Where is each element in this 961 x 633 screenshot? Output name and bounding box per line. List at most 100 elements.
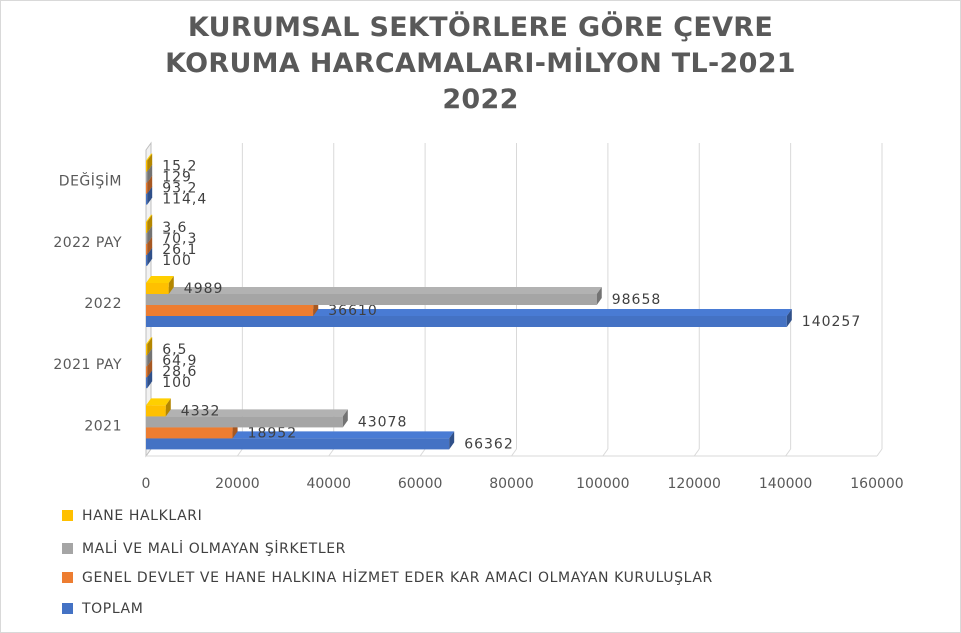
legend-item-genel-devlet: GENEL DEVLET VE HANE HALKINA HİZMET EDER…	[62, 570, 713, 586]
x-tick-label-80000: 80000	[489, 476, 534, 492]
bar-end-mali-ve-mali-olmayan-i-rketler-2021-pay	[147, 348, 153, 367]
legend-swatch-hane-halklari	[62, 510, 73, 521]
bar-top-mali-ve-mali-olmayan-i-rketler-2022	[146, 287, 602, 294]
bar-end-hane-halklari-de-i-i-m	[147, 153, 153, 172]
bar-end-toplam-2022-pay	[147, 247, 153, 266]
category-label-de-i-i-m: DEĞİŞİM	[59, 172, 122, 190]
gridline-floor-3	[419, 448, 426, 457]
data-label-genel-devlet-ve-hane-halkina-hi-zmet-eder-kar-amaci-olmayan-kurulu-lar-2021-pay: 28,6	[162, 364, 197, 380]
legend-label-hane-halklari: HANE HALKLARI	[82, 508, 203, 524]
bar-genel-devlet-ve-hane-halkina-hi-zmet-eder-kar-amaci-olmayan-kurulu-lar-2021-pay	[146, 366, 148, 378]
data-label-hane-halklari-de-i-i-m: 15,2	[162, 159, 197, 175]
bar-mali-ve-mali-olmayan-i-rketler-2021	[146, 416, 343, 428]
bar-end-toplam-de-i-i-m	[147, 186, 153, 205]
data-label-mali-ve-mali-olmayan-i-rketler-2021: 43078	[358, 414, 408, 430]
legend-swatch-toplam	[62, 603, 73, 614]
category-label-2022-pay: 2022 PAY	[53, 235, 122, 251]
legend-item-hane-halklari: HANE HALKLARI	[62, 508, 202, 524]
bar-toplam-2021-pay	[146, 377, 148, 389]
data-label-hane-halklari-2021-pay: 6,5	[162, 342, 187, 358]
legend-item-sirketler: MALİ VE MALİ OLMAYAN ŞİRKETLER	[62, 541, 346, 557]
x-tick-label-140000: 140000	[759, 476, 812, 492]
chart-title: KURUMSAL SEKTÖRLERE GÖRE ÇEVRE KORUMA HA…	[0, 10, 961, 118]
category-label-2021-pay: 2021 PAY	[53, 357, 122, 373]
data-label-toplam-2022: 140257	[802, 314, 861, 330]
bar-mali-ve-mali-olmayan-i-rketler-2022	[146, 294, 597, 305]
data-label-toplam-2022-pay: 100	[162, 253, 192, 269]
data-label-toplam-2021-pay: 100	[162, 375, 192, 391]
gridline-floor-7	[785, 448, 792, 457]
data-label-mali-ve-mali-olmayan-i-rketler-2022: 98658	[612, 292, 662, 308]
bar-hane-halklari-2021	[146, 405, 166, 417]
bar-top-hane-halklari-2021-pay	[146, 337, 153, 345]
data-label-hane-halklari-2022-pay: 3,6	[162, 220, 187, 236]
bar-mali-ve-mali-olmayan-i-rketler-de-i-i-m	[146, 171, 148, 183]
bar-genel-devlet-ve-hane-halkina-hi-zmet-eder-kar-amaci-olmayan-kurulu-lar-2022-pay	[146, 243, 148, 255]
data-label-toplam-de-i-i-m: 114,4	[162, 192, 207, 208]
bar-hane-halklari-2021-pay	[146, 344, 148, 356]
chart-title-line-3: 2022	[442, 84, 519, 115]
data-label-mali-ve-mali-olmayan-i-rketler-de-i-i-m: 129	[162, 170, 192, 186]
bar-end-hane-halklari-2021	[165, 398, 171, 417]
data-label-hane-halklari-2021: 4332	[181, 403, 221, 419]
legend-label-sirketler: MALİ VE MALİ OLMAYAN ŞİRKETLER	[82, 541, 346, 557]
bar-top-hane-halklari-2022	[146, 276, 174, 283]
bar-end-mali-ve-mali-olmayan-i-rketler-2021	[342, 409, 348, 428]
bar-toplam-2022-pay	[146, 254, 148, 266]
bar-genel-devlet-ve-hane-halkina-hi-zmet-eder-kar-amaci-olmayan-kurulu-lar-de-i-i-m	[146, 182, 148, 194]
legend-label-toplam: TOPLAM	[82, 601, 144, 617]
category-label-2021: 2021	[84, 418, 122, 434]
x-tick-label-160000: 160000	[850, 476, 903, 492]
legend-item-toplam: TOPLAM	[62, 601, 143, 617]
data-label-genel-devlet-ve-hane-halkina-hi-zmet-eder-kar-amaci-olmayan-kurulu-lar-2022: 36610	[328, 303, 378, 319]
legend-swatch-sirketler	[62, 543, 73, 554]
bar-end-mali-ve-mali-olmayan-i-rketler-2022	[596, 287, 602, 305]
bar-genel-devlet-ve-hane-halkina-hi-zmet-eder-kar-amaci-olmayan-kurulu-lar-2021	[146, 427, 233, 439]
x-tick-label-0: 0	[142, 476, 151, 492]
bar-end-hane-halklari-2021-pay	[147, 337, 153, 356]
data-label-genel-devlet-ve-hane-halkina-hi-zmet-eder-kar-amaci-olmayan-kurulu-lar-2022-pay: 26,1	[162, 242, 197, 258]
bar-end-mali-ve-mali-olmayan-i-rketler-de-i-i-m	[147, 164, 153, 183]
legend-label-genel-devlet: GENEL DEVLET VE HANE HALKINA HİZMET EDER…	[82, 570, 713, 586]
bar-genel-devlet-ve-hane-halkina-hi-zmet-eder-kar-amaci-olmayan-kurulu-lar-2022	[146, 305, 314, 316]
x-tick-label-60000: 60000	[398, 476, 443, 492]
data-label-hane-halklari-2022: 4989	[184, 281, 224, 297]
bar-end-mali-ve-mali-olmayan-i-rketler-2022-pay	[147, 225, 153, 244]
chart-title-line-2: KORUMA HARCAMALARI-MİLYON TL-2021	[165, 48, 796, 79]
data-label-mali-ve-mali-olmayan-i-rketler-2022-pay: 70,3	[162, 231, 197, 247]
bar-hane-halklari-2022	[146, 283, 169, 294]
bar-end-genel-devlet-ve-hane-halkina-hi-zmet-eder-kar-amaci-olmayan-kurulu-lar-de-i-i-m	[147, 175, 153, 194]
data-label-genel-devlet-ve-hane-halkina-hi-zmet-eder-kar-amaci-olmayan-kurulu-lar-de-i-i-m: 93,2	[162, 181, 197, 197]
bar-mali-ve-mali-olmayan-i-rketler-2021-pay	[146, 355, 148, 367]
bar-hane-halklari-2022-pay	[146, 221, 148, 233]
gridline-floor-5	[602, 448, 609, 457]
bar-mali-ve-mali-olmayan-i-rketler-2022-pay	[146, 232, 148, 244]
bar-top-hane-halklari-de-i-i-m	[146, 153, 153, 161]
data-label-toplam-2021: 66362	[464, 436, 514, 452]
x-tick-label-20000: 20000	[215, 476, 260, 492]
bar-top-hane-halklari-2022-pay	[146, 214, 153, 222]
x-tick-label-100000: 100000	[576, 476, 629, 492]
bar-top-hane-halklari-2021	[146, 398, 171, 406]
bar-end-genel-devlet-ve-hane-halkina-hi-zmet-eder-kar-amaci-olmayan-kurulu-lar-2022-pay	[147, 236, 153, 255]
category-label-2022: 2022	[84, 296, 122, 312]
bar-hane-halklari-de-i-i-m	[146, 160, 148, 172]
bar-end-toplam-2022	[786, 309, 792, 327]
bar-end-hane-halklari-2022-pay	[147, 214, 153, 233]
bar-end-toplam-2021	[449, 431, 455, 450]
legend-swatch-genel-devlet	[62, 572, 73, 583]
x-tick-label-120000: 120000	[668, 476, 721, 492]
chart-title-line-1: KURUMSAL SEKTÖRLERE GÖRE ÇEVRE	[187, 12, 774, 43]
gridline-floor-8	[876, 448, 883, 457]
bar-toplam-2022	[146, 316, 787, 327]
gridline-floor-2	[328, 448, 335, 457]
bar-end-hane-halklari-2022	[168, 276, 174, 294]
bar-toplam-de-i-i-m	[146, 193, 148, 205]
bar-toplam-2021	[146, 438, 450, 450]
bar-end-toplam-2021-pay	[147, 370, 153, 389]
gridline-floor-4	[511, 448, 517, 457]
gridline-floor-6	[693, 448, 700, 457]
bar-top-mali-ve-mali-olmayan-i-rketler-2021	[146, 409, 348, 417]
bar-end-genel-devlet-ve-hane-halkina-hi-zmet-eder-kar-amaci-olmayan-kurulu-lar-2021-pay	[147, 359, 153, 378]
